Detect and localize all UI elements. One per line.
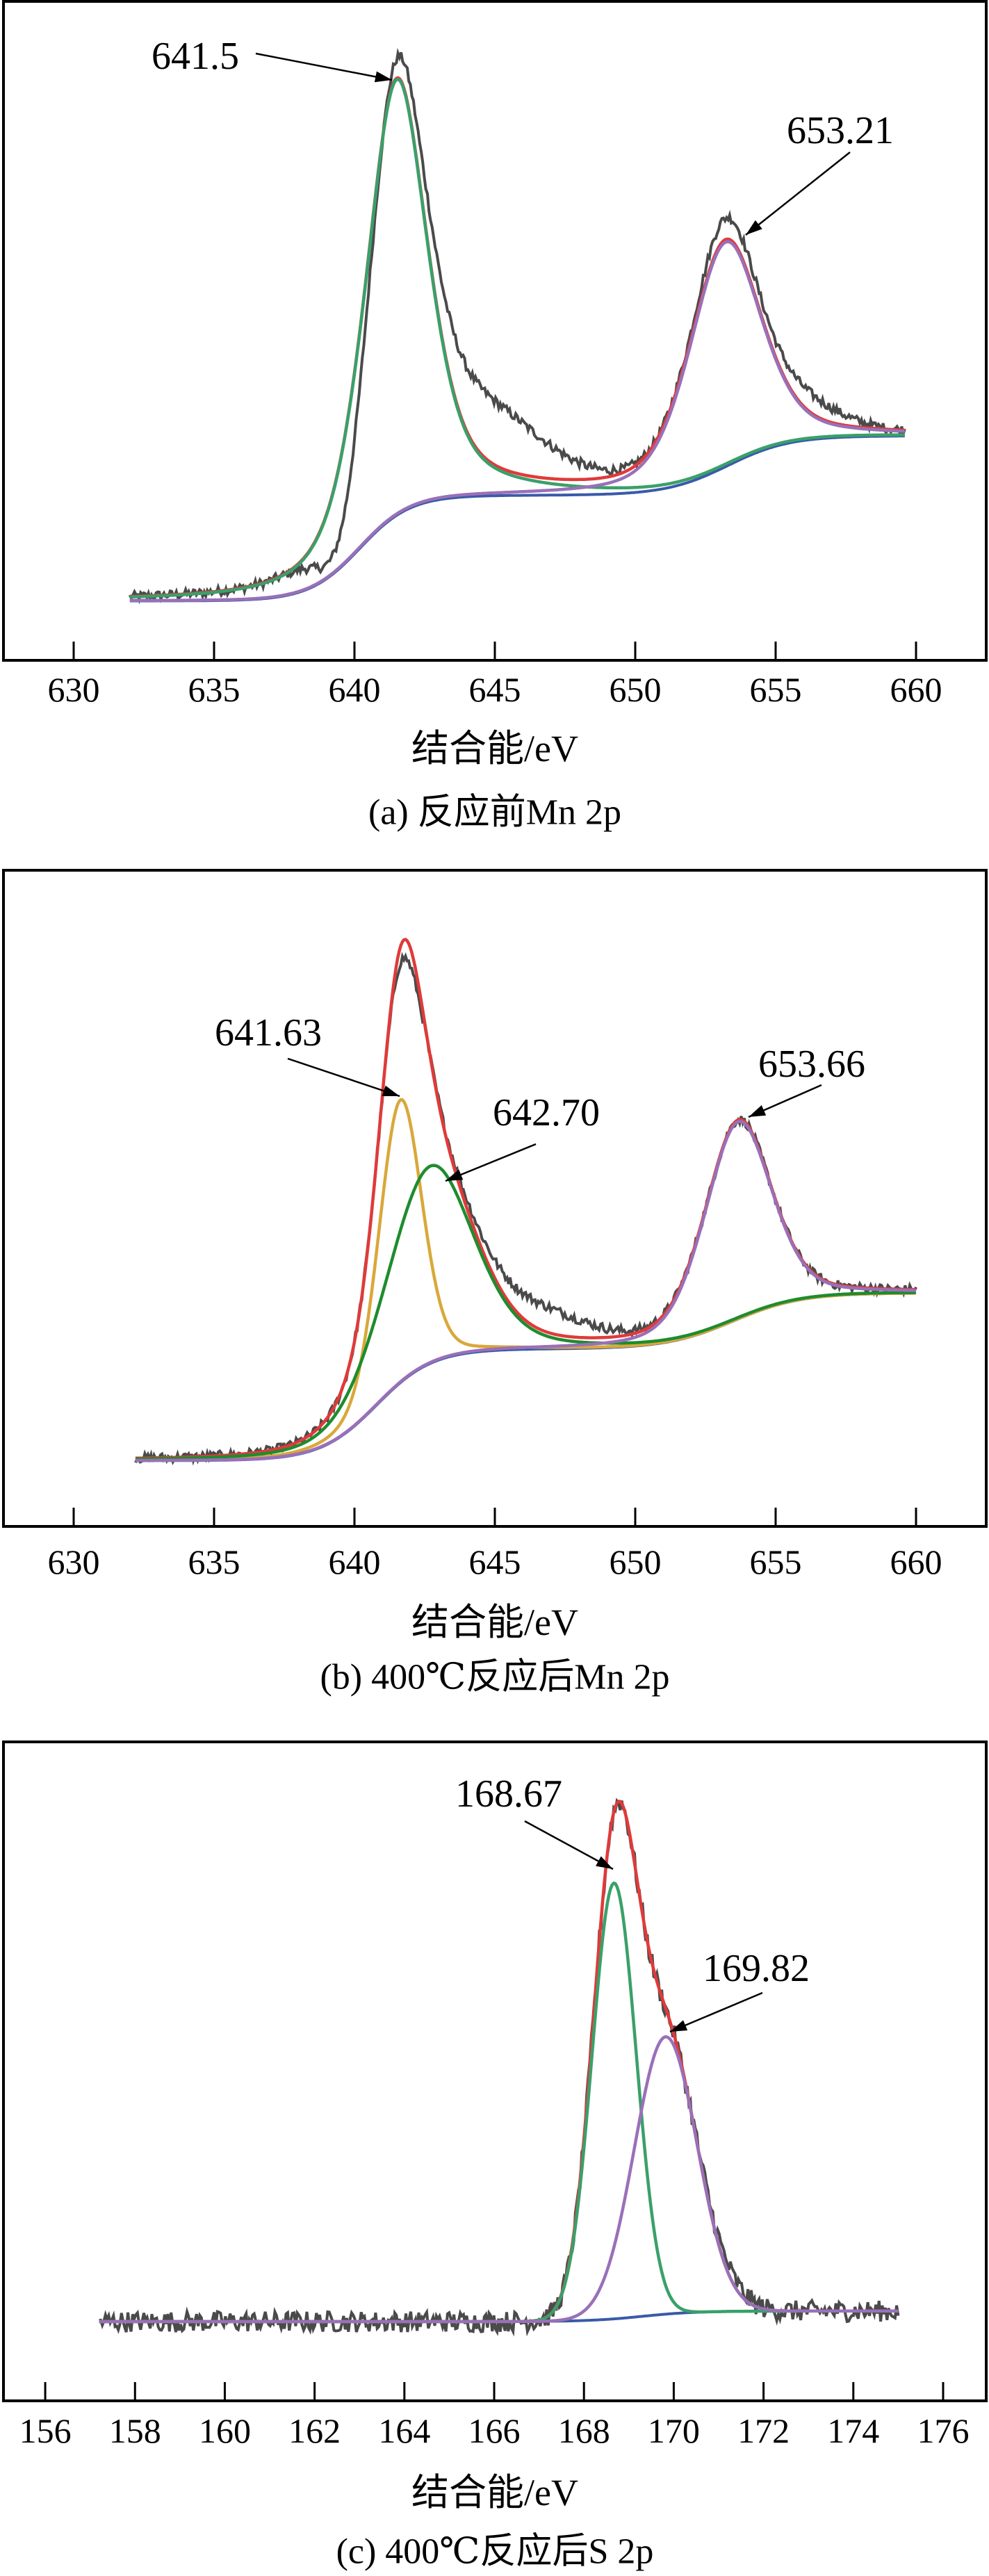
peak-annotation-label: 641.63: [215, 1011, 322, 1054]
series-background-line: [135, 1291, 916, 1462]
panel-a: 630 635 640 645 650 655 660 结合能/eV (a) 反应前Mn 2p 6…: [2, 0, 988, 833]
x-tick-label: 660: [890, 1542, 942, 1581]
series-component-2-line: [99, 2035, 899, 2324]
annotation-arrow-line: [524, 1820, 614, 1870]
x-tick-label: 640: [329, 1542, 381, 1581]
panel-caption: (c) 400℃反应后S 2p: [336, 2532, 654, 2572]
x-tick-label: 166: [468, 2411, 521, 2450]
series-component-2-line: [135, 1164, 916, 1461]
x-axis-label: 结合能/eV: [411, 728, 578, 769]
x-tick-label: 650: [610, 670, 662, 709]
x-tick-label: 160: [199, 2411, 251, 2450]
x-axis-label: 结合能/eV: [411, 1601, 578, 1643]
panel-c: 156 158 160 162 164 166 168 170 172 174 176 结合能/eV (…: [2, 1741, 988, 2572]
annotation-arrowhead-icon: [446, 1169, 464, 1181]
panel-caption: (b) 400℃反应后Mn 2p: [320, 1658, 669, 1697]
x-tick-label: 172: [737, 2411, 790, 2450]
x-tick-label: 635: [188, 670, 240, 709]
series-component-1-line: [135, 1098, 916, 1462]
annotation-arrow-line: [669, 1991, 763, 2033]
x-tick-label: 164: [378, 2411, 430, 2450]
peak-annotation-label: 641.5: [152, 35, 239, 78]
annotation-arrow-line: [287, 1057, 400, 1098]
annotation-arrowhead-icon: [596, 1856, 613, 1869]
series-raw-data-line: [99, 1798, 900, 2337]
x-tick-label: 174: [827, 2411, 879, 2450]
plot-frame: [2, 869, 988, 1528]
annotation-arrow-line: [255, 52, 393, 81]
panel-caption: (a) 反应前Mn 2p: [368, 793, 621, 833]
x-tick-label: 660: [890, 670, 942, 709]
peak-annotation-label: 168.67: [455, 1772, 562, 1816]
x-tick-label: 650: [610, 1542, 662, 1581]
annotation-arrow-line: [745, 152, 851, 236]
x-tick-label: 158: [109, 2411, 161, 2450]
x-tick-label: 162: [288, 2411, 341, 2450]
series-component-3-line: [135, 1120, 917, 1462]
annotation-arrowhead-icon: [670, 2020, 688, 2032]
x-tick-label: 630: [48, 670, 100, 709]
x-tick-label: 170: [648, 2411, 700, 2450]
x-tick-label: 655: [750, 670, 802, 709]
peak-annotation-label: 169.82: [703, 1947, 810, 1990]
series-component-1-line: [129, 77, 905, 598]
series-envelope-fit-line: [99, 1800, 899, 2324]
annotation-arrowhead-icon: [382, 1085, 400, 1096]
x-tick-label: 630: [48, 1542, 100, 1581]
x-tick-label: 645: [469, 1542, 521, 1581]
x-tick-label: 168: [558, 2411, 610, 2450]
peak-annotation-label: 653.66: [758, 1043, 865, 1086]
x-tick-label: 156: [19, 2411, 72, 2450]
series-envelope-fit-line: [129, 76, 905, 598]
x-axis-label: 结合能/eV: [411, 2472, 578, 2513]
peak-annotation-label: 642.70: [493, 1091, 600, 1134]
x-tick-label: 655: [750, 1542, 802, 1581]
plot-frame: [2, 0, 988, 662]
x-tick-label: 176: [917, 2411, 969, 2450]
annotation-arrowhead-icon: [374, 71, 392, 83]
peak-annotation-label: 653.21: [787, 109, 894, 152]
annotation-arrowhead-icon: [746, 220, 762, 235]
x-tick-label: 645: [469, 670, 521, 709]
panel-b: 630 635 640 645 650 655 660 结合能/eV (b) 400℃反应后Mn…: [2, 869, 988, 1697]
series-component-2-line: [129, 240, 905, 603]
x-tick-label: 635: [188, 1542, 240, 1581]
annotation-arrowhead-icon: [749, 1105, 767, 1117]
series-background-line: [129, 434, 905, 603]
x-tick-label: 640: [329, 670, 381, 709]
